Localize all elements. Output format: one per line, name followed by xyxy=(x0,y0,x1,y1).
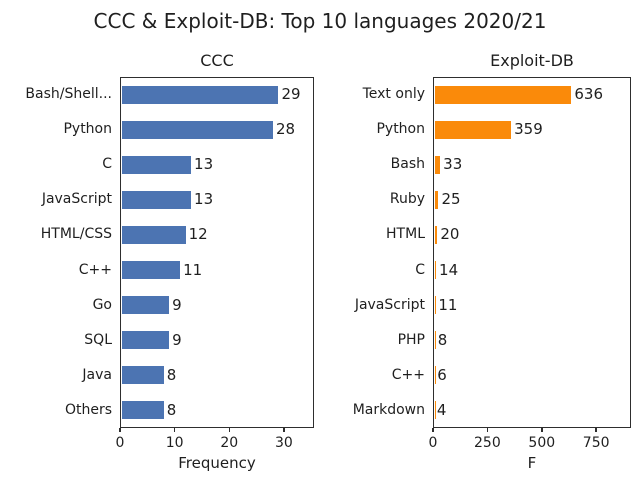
bar-value-label: 8 xyxy=(166,400,177,419)
bar xyxy=(121,261,181,280)
x-axis-label: Frequency xyxy=(178,454,256,472)
x-tick-label: 0 xyxy=(115,435,125,451)
bar-value-label: 8 xyxy=(166,365,177,384)
bar-value-label: 28 xyxy=(276,120,296,139)
bar xyxy=(121,155,192,174)
bar-value-label: 25 xyxy=(441,190,461,209)
x-tick-mark xyxy=(432,428,434,432)
bar-value-label: 11 xyxy=(183,260,203,279)
y-tick-label: HTML/CSS xyxy=(40,226,112,243)
figure-title: CCC & Exploit-DB: Top 10 languages 2020/… xyxy=(93,9,547,33)
y-tick-label: Others xyxy=(64,401,112,418)
x-tick-mark xyxy=(486,428,489,432)
bar xyxy=(121,401,164,420)
bar xyxy=(434,120,512,139)
x-tick-mark xyxy=(283,428,285,432)
bar-value-label: 636 xyxy=(574,85,604,103)
bar xyxy=(121,331,170,350)
bar xyxy=(434,366,436,385)
y-tick-label: Go xyxy=(92,296,112,313)
bar xyxy=(434,190,439,209)
bar xyxy=(121,190,192,209)
bar-value-label: 13 xyxy=(194,190,214,209)
y-tick-label: C xyxy=(415,261,425,278)
y-tick-label: Bash/Shell... xyxy=(25,86,112,102)
bar-value-label: 8 xyxy=(437,330,448,349)
bar xyxy=(121,225,186,244)
bar-value-label: 13 xyxy=(194,155,214,174)
x-tick-label: 500 xyxy=(528,435,556,451)
subplot-title: CCC xyxy=(200,51,234,70)
bar-value-label: 9 xyxy=(172,295,182,314)
bar-value-label: 12 xyxy=(188,225,208,244)
y-tick-label: SQL xyxy=(84,331,112,348)
bar xyxy=(434,331,436,350)
bar xyxy=(434,155,441,174)
y-tick-label: Ruby xyxy=(389,191,425,208)
bar-value-label: 14 xyxy=(439,260,459,279)
y-tick-label: C++ xyxy=(391,366,425,383)
bar xyxy=(121,120,273,139)
x-tick-mark xyxy=(228,428,231,432)
y-tick-label: C xyxy=(102,156,112,173)
y-tick-label: Java xyxy=(82,366,112,383)
y-tick-label: Python xyxy=(63,121,112,138)
x-tick-label: 10 xyxy=(165,435,184,451)
bar xyxy=(434,401,436,420)
y-tick-label: HTML xyxy=(386,226,425,243)
bar-value-label: 11 xyxy=(438,295,458,314)
x-tick-label: 30 xyxy=(275,435,293,451)
x-tick-mark xyxy=(541,428,543,432)
bar-value-label: 359 xyxy=(514,120,543,139)
x-tick-mark xyxy=(173,428,176,432)
y-tick-label: PHP xyxy=(397,331,425,348)
bar xyxy=(434,296,436,315)
x-tick-label: 0 xyxy=(428,435,438,451)
x-tick-label: 20 xyxy=(220,435,239,451)
bar-value-label: 20 xyxy=(440,225,460,244)
bar xyxy=(121,85,279,104)
x-tick-mark xyxy=(119,428,121,432)
x-tick-mark xyxy=(595,428,597,432)
y-tick-label: Python xyxy=(376,121,425,138)
y-tick-label: Markdown xyxy=(352,401,425,418)
bar-value-label: 33 xyxy=(443,155,463,174)
x-axis-label: F xyxy=(527,454,537,472)
y-tick-label: Bash xyxy=(390,156,425,173)
x-tick-label: 250 xyxy=(474,435,501,451)
x-tick-label: 750 xyxy=(582,435,610,451)
subplot-title: Exploit-DB xyxy=(490,51,574,70)
y-tick-label: JavaScript xyxy=(41,191,112,208)
bar xyxy=(121,296,170,315)
bar xyxy=(121,366,164,385)
y-tick-label: C++ xyxy=(78,261,112,278)
bar xyxy=(434,85,572,104)
bar xyxy=(434,225,438,244)
y-tick-label: Text only xyxy=(362,86,425,102)
bar-value-label: 29 xyxy=(281,85,301,103)
bar-value-label: 9 xyxy=(172,330,182,349)
y-tick-label: JavaScript xyxy=(354,296,425,313)
bar-value-label: 4 xyxy=(436,400,447,419)
bar xyxy=(434,261,437,280)
bar-value-label: 6 xyxy=(437,365,447,384)
